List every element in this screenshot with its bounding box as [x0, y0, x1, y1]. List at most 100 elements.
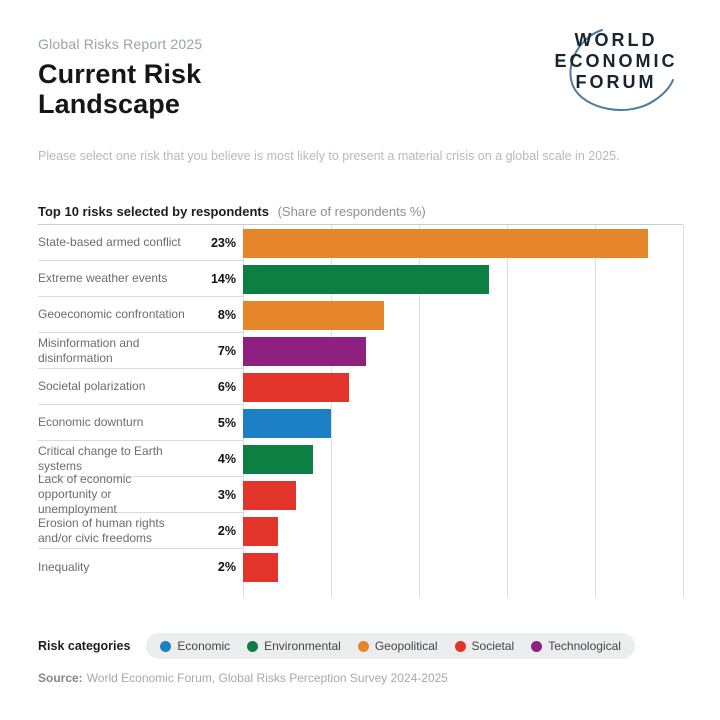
- legend-item-name: Geopolitical: [374, 639, 438, 654]
- risk-row-4: Misinformation and disinformation 7%: [38, 333, 683, 370]
- risk-label: Erosion of human rights and/or civic fre…: [38, 515, 165, 545]
- risk-row-8: Lack of economic opportunity or unemploy…: [38, 472, 683, 516]
- risk-row-10: Inequality 2%: [38, 549, 683, 585]
- legend-item-economic: Economic: [160, 639, 230, 653]
- risk-label: Misinformation and disinformation: [38, 335, 140, 365]
- risk-bar-cell: [243, 441, 683, 477]
- risk-row-5: Societal polarization 6%: [38, 369, 683, 406]
- risk-row-7: Critical change to Earth systems 4%: [38, 441, 683, 478]
- wef-logo-line-3: FORUM: [575, 72, 657, 92]
- gridline-15pct: [507, 225, 508, 599]
- risk-bar: [243, 264, 490, 294]
- legend-item-name: Economic: [177, 639, 231, 654]
- legend-dot-icon: [247, 640, 259, 652]
- risk-bar: [243, 372, 349, 402]
- legend-dot-icon: [531, 640, 543, 652]
- risk-value-label: 6%: [217, 379, 236, 394]
- risk-value-label: 23%: [210, 235, 236, 250]
- chart-heading: Top 10 risks selected by respondents (Sh…: [38, 204, 682, 219]
- legend-pill: Economic Environmental Geopolitical Societa…: [146, 633, 635, 660]
- legend-row: Risk categories Economic Environmental Geo…: [38, 633, 682, 660]
- risk-value-label: 3%: [217, 487, 236, 502]
- risk-bar-cell: [243, 477, 683, 513]
- gridline-5pct: [331, 225, 332, 599]
- risk-bar-cell: [243, 261, 683, 297]
- risk-row-left: Societal polarization 6%: [38, 369, 243, 406]
- risk-bar: [243, 480, 296, 510]
- legend-item-name: Societal: [471, 639, 515, 654]
- risk-label: Lack of economic opportunity or unemploy…: [38, 472, 132, 517]
- wef-logo-line-1: WORLD: [574, 30, 658, 50]
- risk-label: Economic downturn: [38, 415, 144, 430]
- risk-value-label: 7%: [217, 343, 236, 358]
- risk-value-label: 2%: [217, 560, 236, 575]
- risk-value-label: 8%: [217, 307, 236, 322]
- legend-item-environmental: Environmental: [247, 639, 341, 653]
- risk-value-label: 2%: [217, 523, 236, 538]
- risk-row-9: Erosion of human rights and/or civic fre…: [38, 513, 683, 550]
- risk-label: Societal polarization: [38, 379, 146, 394]
- wef-swoosh-icon: [569, 29, 674, 111]
- risk-value-label: 14%: [210, 271, 236, 286]
- risk-bar: [243, 516, 279, 546]
- gridline-10pct: [419, 225, 420, 599]
- risk-bar-cell: [243, 369, 683, 405]
- risk-label: Critical change to Earth systems: [38, 443, 163, 473]
- legend-dot-icon: [357, 640, 369, 652]
- risk-row-left: Critical change to Earth systems 4%: [38, 441, 243, 478]
- wef-logo-line-2: ECONOMIC: [554, 51, 678, 71]
- gridline-20pct: [595, 225, 596, 599]
- risk-bar: [243, 300, 384, 330]
- risk-bar: [243, 444, 314, 474]
- risk-row-left: Extreme weather events 14%: [38, 261, 243, 298]
- risk-value-label: 5%: [217, 415, 236, 430]
- risk-bar: [243, 336, 367, 366]
- chart-heading-bold: Top 10 risks selected by respondents: [38, 204, 269, 220]
- risk-bar-cell: [243, 549, 683, 585]
- risk-row-6: Economic downturn 5%: [38, 405, 683, 442]
- risk-row-left: Erosion of human rights and/or civic fre…: [38, 513, 243, 550]
- risk-label: Geoeconomic confrontation: [38, 307, 185, 322]
- legend-label: Risk categories: [38, 639, 131, 654]
- risk-bar-cell: [243, 333, 683, 369]
- legend-item-name: Environmental: [264, 639, 341, 654]
- risk-row-left: Misinformation and disinformation 7%: [38, 333, 243, 370]
- risk-row-3: Geoeconomic confrontation 8%: [38, 297, 683, 334]
- wef-logo: WORLD ECONOMIC FORUM: [536, 29, 696, 111]
- risk-label: State-based armed conflict: [38, 235, 181, 250]
- source-line: Source: World Economic Forum, Global Risk…: [38, 671, 682, 685]
- risk-row-left: Geoeconomic confrontation 8%: [38, 297, 243, 334]
- top-risks-bar-chart: State-based armed conflict 23% Extreme wea…: [38, 224, 684, 599]
- risk-row-left: Inequality 2%: [38, 549, 243, 585]
- source-prefix: Source:: [38, 671, 83, 686]
- risk-bar: [243, 408, 331, 438]
- risk-bar: [243, 228, 648, 258]
- risk-bar: [243, 552, 279, 582]
- report-eyebrow: Global Risks Report 2025: [38, 36, 203, 52]
- legend-item-societal: Societal: [454, 639, 515, 654]
- risk-label: Inequality: [38, 559, 90, 574]
- legend-dot-icon: [454, 640, 466, 652]
- page-title: Current Risk Landscape: [38, 59, 202, 120]
- risk-value-label: 4%: [217, 451, 236, 466]
- risk-bar-cell: [243, 297, 683, 333]
- source-text: World Economic Forum, Global Risks Perce…: [86, 671, 448, 686]
- risk-row-left: Lack of economic opportunity or unemploy…: [38, 472, 243, 516]
- survey-question-text: Please select one risk that you believe …: [38, 149, 620, 164]
- legend-item-name: Technological: [548, 639, 621, 654]
- legend-dot-icon: [160, 640, 172, 652]
- risk-bar-cell: [243, 513, 683, 549]
- risk-bar-cell: [243, 225, 683, 261]
- gridline-25pct: [683, 225, 684, 599]
- risk-bar-cell: [243, 405, 683, 441]
- risk-row-left: Economic downturn 5%: [38, 405, 243, 442]
- legend-item-technological: Technological: [531, 639, 621, 653]
- legend-item-geopolitical: Geopolitical: [357, 639, 438, 654]
- risk-row-2: Extreme weather events 14%: [38, 261, 683, 298]
- chart-rows: State-based armed conflict 23% Extreme wea…: [38, 225, 683, 585]
- risk-row-1: State-based armed conflict 23%: [38, 225, 683, 262]
- risk-label: Extreme weather events: [38, 271, 168, 286]
- risk-row-left: State-based armed conflict 23%: [38, 225, 243, 262]
- chart-heading-note: (Share of respondents %): [277, 204, 426, 220]
